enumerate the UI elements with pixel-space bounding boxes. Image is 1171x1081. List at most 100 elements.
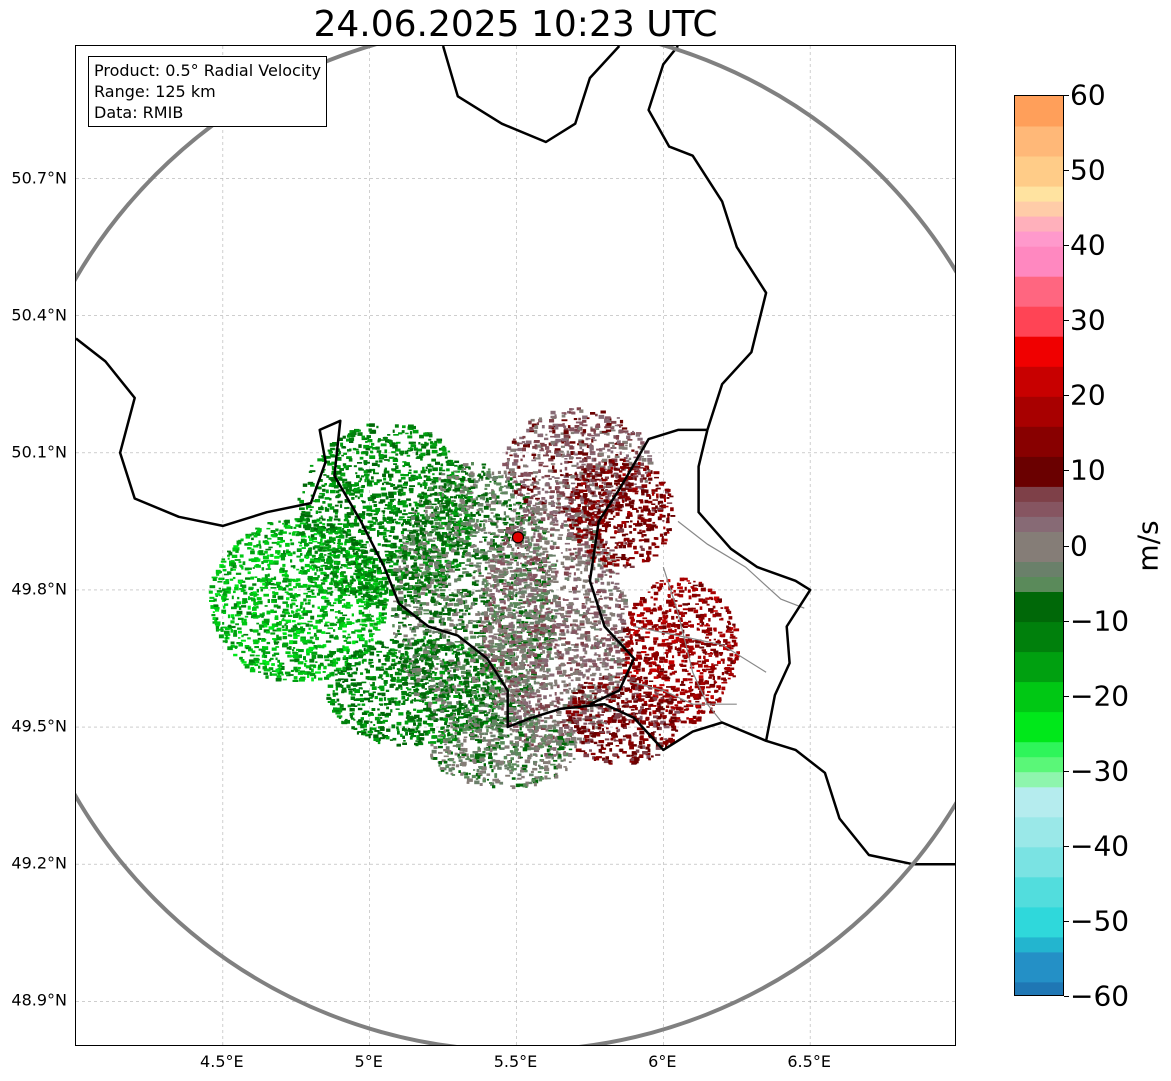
- colorbar-band: [1015, 591, 1063, 623]
- lat-tick-label: 49.8°N: [11, 579, 67, 599]
- echo-region-strong-inbound-west: [208, 518, 387, 682]
- chart-title: 24.06.2025 10:23 UTC: [313, 4, 718, 45]
- colorbar-tick-mark: [1064, 320, 1069, 322]
- province-line-luxembourg-cantons-c: [662, 566, 723, 723]
- lon-tick-label: 6.5°E: [787, 1052, 831, 1071]
- lat-tick-label: 50.4°N: [11, 305, 67, 325]
- colorbar-tick-mark: [1064, 845, 1069, 847]
- colorbar-tick-mark: [1064, 470, 1069, 472]
- lat-tick-label: 50.1°N: [11, 442, 67, 462]
- colorbar-band: [1015, 306, 1063, 337]
- colorbar-band: [1015, 846, 1063, 878]
- border-netherlands-south: [441, 46, 621, 144]
- colorbar-tick-label: −10: [1070, 604, 1130, 638]
- lon-tick-label: 5°E: [354, 1052, 383, 1071]
- colorbar-band: [1015, 216, 1063, 232]
- colorbar-band: [1015, 906, 1063, 938]
- colorbar-band: [1015, 246, 1063, 277]
- lon-tick-label: 5.5°E: [493, 1052, 538, 1071]
- colorbar-band: [1015, 651, 1063, 683]
- colorbar-band: [1015, 156, 1063, 187]
- colorbar-tick-mark: [1064, 95, 1069, 96]
- colorbar-band: [1015, 771, 1063, 788]
- colorbar-band: [1015, 576, 1063, 592]
- colorbar-tick-label: 60: [1070, 78, 1106, 112]
- product-info-box: Product: 0.5° Radial Velocity Range: 125…: [88, 56, 328, 127]
- colorbar-tick-mark: [1064, 545, 1069, 547]
- colorbar-band: [1015, 336, 1063, 367]
- colorbar-band: [1015, 456, 1063, 487]
- border-belgium-germany-north: [647, 46, 768, 431]
- radar-echoes: [208, 407, 740, 790]
- colorbar-band: [1015, 501, 1063, 517]
- product-label: Product: 0.5° Radial Velocity: [94, 61, 322, 80]
- colorbar-band: [1015, 426, 1063, 457]
- colorbar: [1014, 95, 1064, 996]
- colorbar-tick-mark: [1064, 245, 1069, 247]
- colorbar-tick-mark: [1064, 920, 1069, 922]
- colorbar-band: [1015, 621, 1063, 653]
- colorbar-band: [1015, 126, 1063, 157]
- colorbar-band: [1015, 96, 1063, 127]
- colorbar-band: [1015, 982, 1063, 995]
- colorbar-tick-mark: [1064, 695, 1069, 697]
- province-line-luxembourg-cantons-a: [677, 520, 805, 609]
- colorbar-tick-mark: [1064, 620, 1069, 622]
- radar-site: [511, 531, 525, 544]
- colorbar-band: [1015, 876, 1063, 908]
- lat-tick-label: 49.2°N: [11, 853, 67, 873]
- colorbar-band: [1015, 366, 1063, 397]
- colorbar-tick-label: 0: [1070, 529, 1088, 562]
- border-belgium-luxembourg: [588, 428, 708, 706]
- colorbar-tick-label: −60: [1070, 979, 1130, 1013]
- colorbar-band: [1015, 756, 1063, 773]
- colorbar-tick-label: −50: [1070, 904, 1130, 938]
- colorbar-band: [1015, 486, 1063, 502]
- map-canvas: [76, 46, 955, 1045]
- lat-tick-label: 50.7°N: [11, 168, 67, 188]
- colorbar-band: [1015, 951, 1063, 983]
- lon-tick-label: 6°E: [648, 1052, 677, 1071]
- colorbar-band: [1015, 936, 1063, 953]
- colorbar-band: [1015, 201, 1063, 217]
- colorbar-tick-label: −40: [1070, 829, 1130, 863]
- colorbar-tick-label: 20: [1070, 378, 1106, 412]
- colorbar-tick-mark: [1064, 395, 1069, 397]
- lat-tick-label: 49.5°N: [11, 716, 67, 736]
- echo-region-outbound-northeast: [567, 458, 676, 569]
- colorbar-tick-mark: [1064, 996, 1069, 997]
- echo-region-weak-south: [430, 714, 577, 790]
- border-luxembourg-germany: [697, 429, 812, 742]
- colorbar-band: [1015, 531, 1063, 562]
- echo-region-strong-outbound-east: [620, 577, 740, 725]
- range-label: Range: 125 km: [94, 82, 216, 101]
- colorbar-band: [1015, 186, 1063, 202]
- colorbar-tick-label: 10: [1070, 453, 1106, 487]
- colorbar-band: [1015, 741, 1063, 758]
- colorbar-band: [1015, 276, 1063, 307]
- colorbar-band: [1015, 231, 1063, 247]
- province-line-luxembourg-cantons-d: [627, 680, 737, 705]
- province-line-luxembourg-cantons-b: [633, 625, 767, 673]
- colorbar-bands: [1015, 96, 1063, 995]
- colorbar-tick-label: −30: [1070, 754, 1130, 788]
- colorbar-tick-mark: [1064, 170, 1069, 172]
- radar-map[interactable]: [75, 45, 956, 1046]
- lat-tick-label: 48.9°N: [11, 990, 67, 1010]
- colorbar-tick-label: −20: [1070, 679, 1130, 713]
- lon-tick-label: 4.5°E: [200, 1052, 244, 1071]
- colorbar-band: [1015, 816, 1063, 848]
- colorbar-band: [1015, 561, 1063, 577]
- colorbar-band: [1015, 711, 1063, 743]
- colorbar-unit-label: m/s: [1131, 520, 1165, 572]
- province-borders: [627, 520, 805, 723]
- colorbar-tick-label: 40: [1070, 228, 1106, 262]
- colorbar-tick-label: 50: [1070, 153, 1106, 187]
- data-source-label: Data: RMIB: [94, 103, 184, 122]
- radar-site-marker[interactable]: [511, 531, 525, 544]
- colorbar-band: [1015, 681, 1063, 713]
- colorbar-tick-mark: [1064, 770, 1069, 772]
- colorbar-band: [1015, 786, 1063, 818]
- border-belgium-france-west: [76, 337, 955, 866]
- colorbar-tick-label: 30: [1070, 303, 1106, 337]
